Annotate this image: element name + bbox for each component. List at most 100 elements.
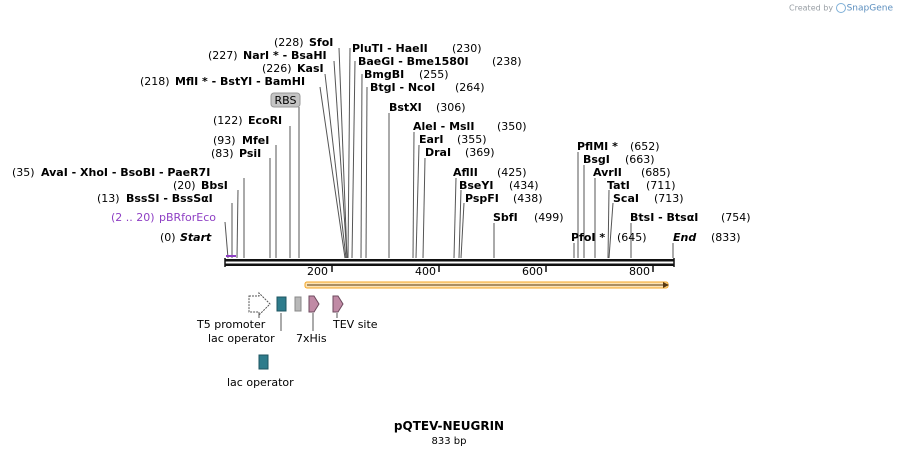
enzyme-name[interactable]: NarI * [243,49,279,62]
site-pfoi[interactable]: PfoI * [571,231,605,244]
site-pos: (20) [173,179,196,192]
enzyme-name[interactable]: PluTI [352,42,383,55]
site-psii[interactable]: PsiI [239,147,261,160]
primer-pos: (2 .. 20) [111,211,155,224]
site-pos: (35) [12,166,35,179]
site-btsi[interactable]: BtsI - BtsαI [630,211,698,224]
site-avrii[interactable]: AvrII [593,166,622,179]
site-start[interactable]: Start [180,231,212,244]
site-pos: (13) [97,192,120,205]
feature-lac-operator-1[interactable] [276,296,287,312]
site-bsssi[interactable]: BssSI - BssSαI [126,192,213,205]
site-connectors [224,47,674,259]
site-aflii[interactable]: AflII [453,166,478,179]
site-labels: (0) Start (2 .. 20) pBRforEco (13) BssSI… [12,36,751,244]
site-btgi[interactable]: BtgI - NcoI [370,81,435,94]
site-pos: (255) [419,68,449,81]
site-pos: (711) [646,179,676,192]
site-mfei[interactable]: MfeI [242,134,269,147]
site-pos: (713) [654,192,684,205]
site-end[interactable]: End [673,231,696,244]
snapgene-logo-icon [835,3,846,13]
feature-7xhis[interactable] [308,295,320,313]
feature-lac-operator-2[interactable] [258,354,269,370]
enzyme-name[interactable]: BaeGI [358,55,394,68]
site-pos: (833) [711,231,741,244]
site-pos: (226) [262,62,292,75]
site-eari[interactable]: EarI [419,133,443,146]
site-bsgi[interactable]: BsgI [583,153,610,166]
enzyme-name[interactable]: AvaI [41,166,68,179]
site-pos: (754) [721,211,751,224]
site-nari[interactable]: NarI * - BsaHI [243,49,327,62]
enzyme-name[interactable]: - PaeR7I [155,166,210,179]
plasmid-name: pQTEV-NEUGRIN [394,419,504,433]
primer-pbrforeco[interactable]: pBRforEco [159,211,216,224]
site-mfli[interactable]: MflI * - BstYI - BamHI [175,75,305,88]
enzyme-name[interactable]: - MslI [437,120,475,133]
site-bstxi[interactable]: BstXI [389,101,422,114]
enzyme-name[interactable]: - Bme1580I [394,55,468,68]
site-bbsi[interactable]: BbsI [201,179,228,192]
site-pflmi[interactable]: PflMI * [577,140,618,153]
site-pspfi[interactable]: PspFI [465,192,499,205]
site-avai[interactable]: AvaI - XhoI - BsoBI - PaeR7I [41,166,210,179]
site-pos: (218) [140,75,170,88]
enzyme-name[interactable]: AleI [413,120,437,133]
site-tati[interactable]: TatI [607,179,630,192]
feature-rbs-box[interactable] [294,296,302,312]
feature-rbs[interactable]: RBS [270,92,301,108]
enzyme-name[interactable]: - BsoBI [108,166,155,179]
feature-t5-promoter[interactable] [248,291,271,317]
sequence-backbone [224,258,675,267]
label-7xhis: 7xHis [296,332,327,345]
ruler-label: 200 [307,265,328,278]
site-drai[interactable]: DraI [425,146,451,159]
site-pos: (499) [534,211,564,224]
ruler: 200 400 600 800 [307,265,654,278]
enzyme-name[interactable]: - XhoI [68,166,108,179]
site-pos: (663) [625,153,655,166]
site-alei[interactable]: AleI - MslI [413,120,474,133]
enzyme-name[interactable]: BssSI [126,192,160,205]
site-pos: (350) [497,120,527,133]
site-kasi[interactable]: KasI [297,62,324,75]
enzyme-name[interactable]: - HaeII [383,42,428,55]
site-pos: (685) [641,166,671,179]
enzyme-name[interactable]: - BtsαI [654,211,698,224]
label-tev-site: TEV site [332,318,378,331]
orf-arrow[interactable] [304,281,669,289]
site-pos: (230) [452,42,482,55]
site-ecori[interactable]: EcoRI [248,114,282,127]
site-sfoi[interactable]: SfoI [309,36,333,49]
site-sbfi[interactable]: SbfI [493,211,518,224]
enzyme-name[interactable]: BtsI [630,211,654,224]
feature-tev-site[interactable] [332,295,344,313]
enzyme-name[interactable]: - BssSαI [160,192,213,205]
credit-brand[interactable]: SnapGene [846,3,893,14]
site-bseyi[interactable]: BseYI [459,179,493,192]
site-pos: (369) [465,146,495,159]
site-pluti[interactable]: PluTI - HaeII [352,42,428,55]
enzyme-name[interactable]: - BsaHI [279,49,327,62]
enzyme-name[interactable]: - BstYI [208,75,252,88]
label-t5-promoter: T5 promoter [196,318,266,331]
site-pos: (645) [617,231,647,244]
site-pos: (355) [457,133,487,146]
site-pos: (264) [455,81,485,94]
enzyme-name[interactable]: MflI * [175,75,208,88]
site-pos: (93) [213,134,236,147]
ruler-label: 400 [415,265,436,278]
site-scai[interactable]: ScaI [613,192,639,205]
credit: Created by SnapGene [789,3,893,14]
enzyme-name[interactable]: BtgI [370,81,396,94]
enzyme-name[interactable]: - BamHI [252,75,305,88]
enzyme-name[interactable]: - NcoI [396,81,436,94]
site-bmgbi[interactable]: BmgBI [364,68,404,81]
site-pos: (228) [274,36,304,49]
site-pos: (652) [630,140,660,153]
site-baegi[interactable]: BaeGI - Bme1580I [358,55,469,68]
site-pos: (122) [213,114,243,127]
plasmid-length: 833 bp [432,436,467,447]
